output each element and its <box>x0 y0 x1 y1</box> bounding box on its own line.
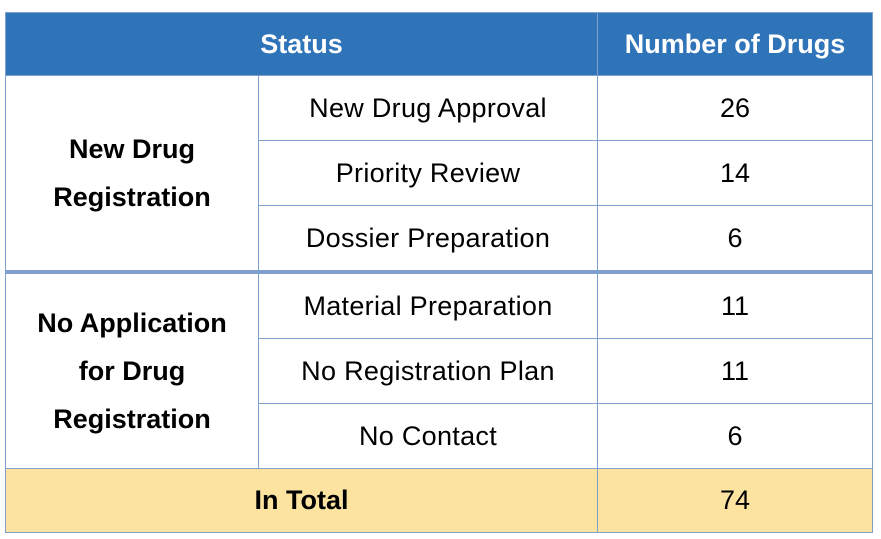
group-label-line: for Drug <box>78 356 186 386</box>
drug-status-table-container: Status Number of Drugs New Drug Registra… <box>5 12 873 533</box>
status-cell: No Contact <box>258 403 598 469</box>
group-label-no-application: No Application for Drug Registration <box>5 270 259 469</box>
group-label-line: New Drug <box>68 134 195 164</box>
total-row: In Total 74 <box>5 468 873 533</box>
count-cell: 26 <box>597 75 873 141</box>
count-cell: 6 <box>597 205 873 273</box>
table-row: No Contact 6 <box>6 403 873 469</box>
group-label-new-drug-registration: New Drug Registration <box>5 75 259 273</box>
status-cell: Priority Review <box>258 140 598 206</box>
total-label: In Total <box>5 468 598 533</box>
table-row: No Application for Drug Registration Mat… <box>5 270 873 469</box>
status-cell: No Registration Plan <box>258 338 598 404</box>
drug-status-table: Status Number of Drugs New Drug Registra… <box>5 12 873 533</box>
status-cell: Dossier Preparation <box>258 205 598 273</box>
table-row: New Drug Registration New Drug Approval … <box>5 75 873 273</box>
header-row: Status Number of Drugs <box>5 12 873 76</box>
number-header: Number of Drugs <box>597 12 873 76</box>
group-label-line: Registration <box>53 182 211 212</box>
table-row: Priority Review 14 <box>6 140 873 206</box>
total-count: 74 <box>597 468 873 533</box>
count-cell: 6 <box>597 403 873 469</box>
count-cell: 11 <box>597 338 873 404</box>
count-cell: 14 <box>597 140 873 206</box>
status-cell: New Drug Approval <box>258 75 598 141</box>
status-header: Status <box>5 12 598 76</box>
count-cell: 11 <box>597 270 873 339</box>
group-label-line: No Application <box>37 308 227 338</box>
status-cell: Material Preparation <box>258 270 598 339</box>
group-label-line: Registration <box>53 404 211 434</box>
